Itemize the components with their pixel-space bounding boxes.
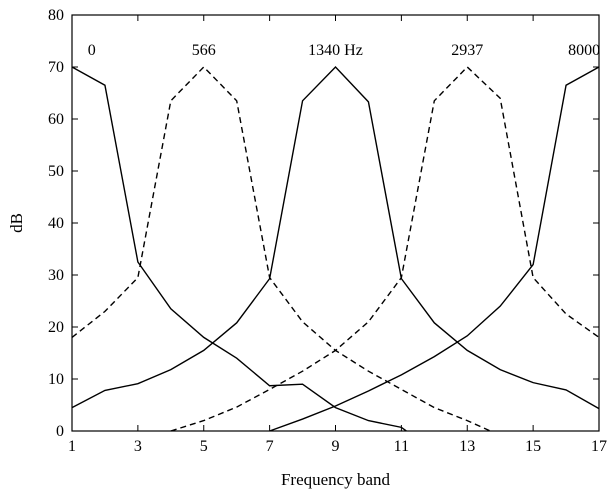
y-tick-label: 0 [56, 423, 64, 440]
x-tick-label: 5 [200, 438, 208, 455]
series-group [71, 65, 600, 432]
series-annotation: 2937 [451, 42, 483, 59]
plot-frame [71, 14, 600, 432]
x-tick-label: 7 [266, 438, 274, 455]
series-annotation: 1340 Hz [308, 42, 363, 59]
x-tick-label: 15 [525, 438, 541, 455]
y-tick-label: 20 [48, 319, 64, 336]
series-line-3 [71, 65, 600, 410]
series-annotation: 566 [192, 42, 216, 59]
series-annotation: 8000 [568, 42, 600, 59]
annotations: 0 566 1340 Hz 2937 8000 [88, 42, 600, 59]
plot-area-border [71, 14, 600, 432]
x-tick-label: 1 [68, 438, 76, 455]
series-annotation: 0 [88, 42, 96, 59]
x-tick-label: 13 [459, 438, 475, 455]
y-tick-label: 70 [48, 59, 64, 76]
y-tick-label: 50 [48, 163, 64, 180]
x-tick-label: 3 [134, 438, 142, 455]
y-tick-label: 40 [48, 215, 64, 232]
y-axis-title: dB [7, 213, 26, 233]
y-tick-label: 10 [48, 371, 64, 388]
x-tick-label: 11 [394, 438, 409, 455]
series-line-4 [170, 66, 600, 432]
x-tick-label: 9 [332, 438, 340, 455]
series-line-2 [71, 65, 491, 432]
y-tick-label: 80 [48, 7, 64, 24]
x-axis-title: Frequency band [281, 470, 391, 489]
series-line-5 [269, 66, 600, 432]
y-tick-label: 60 [48, 111, 64, 128]
series-line-1 [71, 66, 407, 432]
x-tick-label: 17 [591, 438, 607, 455]
y-tick-label: 30 [48, 267, 64, 284]
